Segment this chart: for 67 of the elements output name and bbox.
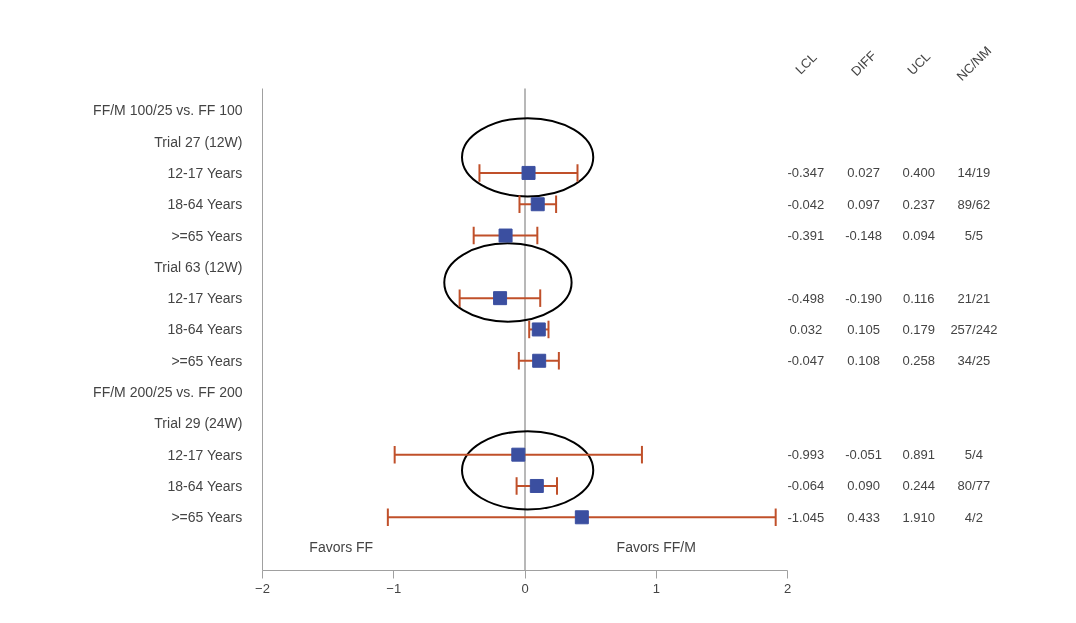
annotation: -0.347 (787, 165, 825, 181)
annotation: -1.045 (787, 509, 825, 525)
y-tick-label: 12-17 Years (167, 446, 243, 463)
point (511, 447, 526, 462)
y-tick-label: FF/M 200/25 vs. FF 200 (93, 384, 243, 401)
text: 0.094 (902, 228, 936, 244)
point (493, 291, 508, 306)
annotation: -0.064 (787, 478, 825, 494)
x-tick-label: −2 (255, 580, 270, 596)
annotation: -0.498 (787, 290, 825, 306)
annotation: -0.042 (787, 196, 825, 212)
x-tick-label: 2 (783, 580, 792, 596)
text: 4/2 (964, 509, 983, 525)
y-tick-label: 12-17 Years (167, 290, 243, 307)
point (574, 510, 589, 525)
text: 0.237 (902, 196, 936, 212)
text: 34/25 (957, 353, 991, 369)
y-tick-label: >=65 Years (171, 227, 243, 244)
text: 1.910 (902, 509, 936, 525)
x-tick-label: −1 (386, 580, 402, 596)
data-label: 0.027 (847, 165, 880, 181)
text: 0.258 (902, 353, 936, 369)
text: 14/19 (957, 165, 991, 181)
annotation: -0.391 (787, 228, 825, 244)
y-tick-label: Trial 29 (24W) (154, 415, 243, 432)
y-tick-label: >=65 Years (171, 509, 243, 526)
data-label: 0.108 (847, 353, 880, 369)
text: 5/5 (964, 228, 983, 244)
data-label: 0.433 (847, 509, 880, 525)
annotation: -0.993 (787, 447, 825, 463)
text: LCL (792, 49, 820, 78)
point (532, 353, 547, 368)
point (530, 197, 545, 212)
y-tick-label: 18-64 Years (167, 477, 243, 494)
text: 0.891 (902, 447, 936, 463)
data-label: 0.097 (847, 196, 880, 212)
text: UCL (904, 48, 934, 78)
data-label: -0.051 (845, 447, 883, 463)
data-label: -0.148 (845, 228, 883, 244)
data-label: 0.105 (847, 321, 880, 337)
y-tick-label: >=65 Years (171, 352, 243, 369)
text: 21/21 (957, 290, 991, 306)
point (498, 228, 513, 243)
point (529, 478, 544, 493)
y-tick-label: Trial 27 (12W) (154, 133, 243, 150)
text: 0.032 (789, 321, 823, 337)
text: 5/4 (964, 447, 983, 463)
y-tick-label: FF/M 100/25 vs. FF 100 (93, 102, 243, 119)
text: 80/77 (957, 478, 991, 494)
x-tick-label: 0 (521, 580, 529, 596)
text: 0.179 (902, 321, 936, 337)
annotation: -0.047 (787, 353, 825, 369)
y-tick-label: 18-64 Years (167, 196, 243, 213)
y-tick-label: 12-17 Years (167, 164, 243, 181)
text: 0.244 (902, 478, 936, 494)
y-tick-label: 18-64 Years (167, 321, 243, 338)
text: 0.116 (902, 290, 935, 306)
text: 257/242 (950, 321, 998, 337)
text: 0.400 (902, 165, 936, 181)
annotation: Favors FF (309, 539, 374, 556)
y-tick-label: Trial 63 (12W) (154, 258, 243, 275)
data-label: 0.090 (847, 478, 880, 494)
text: 89/62 (957, 196, 991, 212)
annotation: Favors FF/M (616, 539, 696, 556)
point (521, 165, 536, 180)
data-label: -0.190 (845, 290, 883, 306)
x-tick-label: 1 (652, 580, 660, 596)
